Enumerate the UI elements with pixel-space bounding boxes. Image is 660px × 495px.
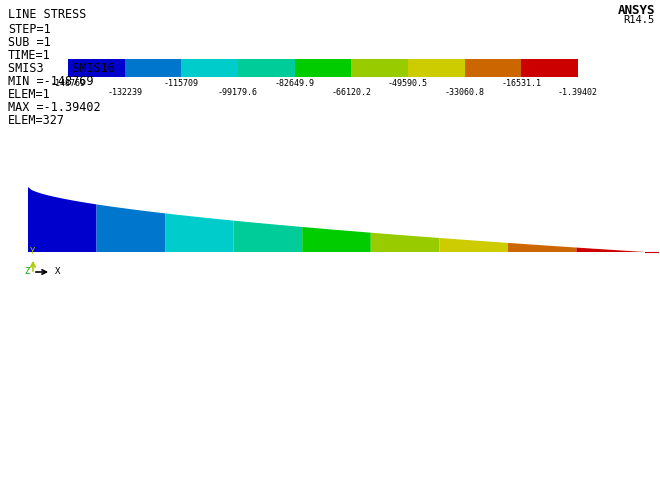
Bar	[125, 59, 182, 77]
Text: R14.5: R14.5	[624, 15, 655, 25]
Polygon shape	[302, 227, 371, 252]
Text: -1.39402: -1.39402	[558, 88, 598, 97]
Text: SUB =1: SUB =1	[8, 36, 51, 49]
Text: -82649.9: -82649.9	[275, 79, 315, 88]
Text: LINE STRESS: LINE STRESS	[8, 8, 86, 21]
Polygon shape	[234, 221, 302, 252]
Text: TIME=1: TIME=1	[8, 49, 51, 62]
Text: -16531.1: -16531.1	[502, 79, 541, 88]
Bar	[238, 59, 294, 77]
Bar	[521, 59, 578, 77]
Polygon shape	[28, 187, 96, 252]
Text: STEP=1: STEP=1	[8, 23, 51, 36]
Polygon shape	[508, 243, 576, 252]
Bar	[294, 59, 351, 77]
Text: X: X	[55, 267, 60, 277]
Text: SMIS3    SMIS16: SMIS3 SMIS16	[8, 62, 115, 75]
Bar	[465, 59, 521, 77]
Text: ELEM=327: ELEM=327	[8, 114, 65, 127]
Text: Y: Y	[30, 247, 36, 256]
Bar	[408, 59, 465, 77]
Text: Z: Z	[24, 267, 30, 277]
Polygon shape	[576, 248, 645, 252]
Text: MAX =-1.39402: MAX =-1.39402	[8, 101, 100, 114]
Text: MIN =-148769: MIN =-148769	[8, 75, 94, 88]
Text: -115709: -115709	[164, 79, 199, 88]
Text: ANSYS: ANSYS	[618, 4, 655, 17]
Polygon shape	[165, 213, 234, 252]
Text: -148769: -148769	[51, 79, 86, 88]
Bar	[182, 59, 238, 77]
Polygon shape	[440, 238, 508, 252]
Text: -99179.6: -99179.6	[218, 88, 258, 97]
Polygon shape	[96, 204, 165, 252]
Bar	[68, 59, 125, 77]
Bar	[351, 59, 408, 77]
Text: -66120.2: -66120.2	[331, 88, 372, 97]
Polygon shape	[371, 233, 440, 252]
Text: -33060.8: -33060.8	[445, 88, 484, 97]
Text: -132239: -132239	[107, 88, 142, 97]
Text: -49590.5: -49590.5	[388, 79, 428, 88]
Text: ELEM=1: ELEM=1	[8, 88, 51, 101]
